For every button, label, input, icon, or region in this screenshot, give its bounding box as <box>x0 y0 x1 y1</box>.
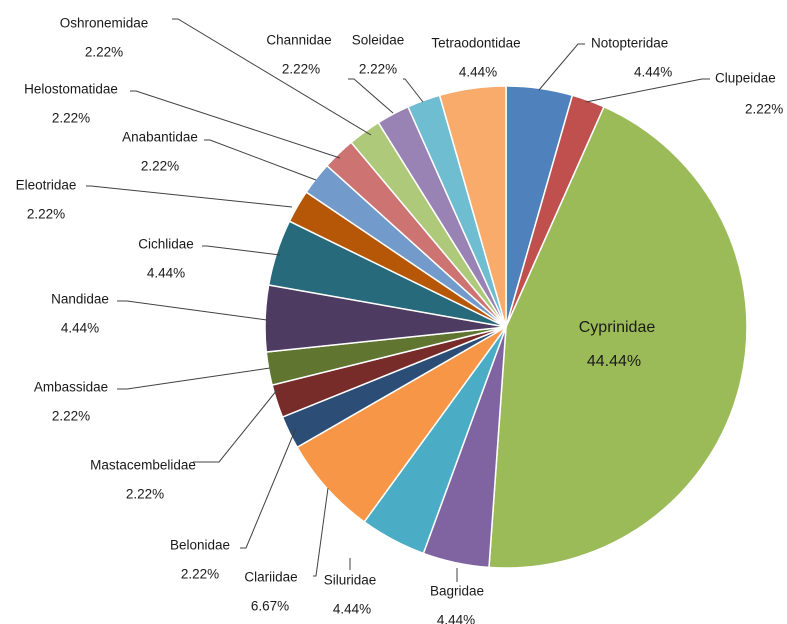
slice-label-belonidae: Belonidae <box>170 538 230 553</box>
pie-slices <box>264 85 748 569</box>
slice-label-siluridae: Siluridae <box>324 573 377 588</box>
slice-value-channidae: 2.22% <box>282 62 320 77</box>
leader-line-cichlidae <box>202 245 281 256</box>
leader-lines <box>86 18 710 582</box>
slice-value-mastacembelidae: 2.22% <box>126 487 164 502</box>
slice-label-ambassidae: Ambassidae <box>34 380 108 395</box>
slice-label-clariidae: Clariidae <box>244 570 297 585</box>
leader-line-nandidae <box>117 300 268 321</box>
slice-label-cichlidae: Cichlidae <box>138 237 194 252</box>
slice-label-eleotridae: Eleotridae <box>16 178 77 193</box>
slice-labels: Notopteridae 4.44% Clupeidae 2.22% Cyprinida… <box>16 16 784 624</box>
slice-label-bagridae: Bagridae <box>430 584 484 599</box>
slice-label-helostomatidae: Helostomatidae <box>24 82 118 97</box>
slice-label-tetraodontidae: Tetraodontidae <box>431 36 520 51</box>
leader-line-clupeidae <box>585 78 710 103</box>
slice-value-bagridae: 4.44% <box>437 613 475 624</box>
slice-value-soleidae: 2.22% <box>359 62 397 77</box>
leader-line-mastacembelidae <box>193 389 278 463</box>
slice-label-channidae: Channidae <box>266 33 331 48</box>
slice-value-eleotridae: 2.22% <box>27 207 65 222</box>
leader-line-soleidae <box>403 78 424 103</box>
slice-value-oshronemidae: 2.22% <box>85 45 123 60</box>
leader-line-channidae <box>348 78 394 114</box>
leader-line-helostomatidae <box>130 90 341 159</box>
leader-line-belonidae <box>240 427 297 549</box>
slice-value-belonidae: 2.22% <box>181 567 219 582</box>
slice-value-cichlidae: 4.44% <box>147 266 185 281</box>
slice-value-nandidae: 4.44% <box>61 321 99 336</box>
leader-line-eleotridae <box>86 185 293 208</box>
slice-value-helostomatidae: 2.22% <box>52 111 90 126</box>
slice-value-cyprinidae: 44.44% <box>587 353 641 370</box>
leader-line-anabantidae <box>204 139 317 181</box>
slice-label-cyprinidae: Cyprinidae <box>579 319 656 336</box>
slice-value-tetraodontidae: 4.44% <box>459 65 497 80</box>
slice-value-notopteridae: 4.44% <box>634 65 672 80</box>
slice-value-clariidae: 6.67% <box>251 599 289 614</box>
leader-line-notopteridae <box>538 43 585 91</box>
slice-label-notopteridae: Notopteridae <box>591 36 668 51</box>
slice-value-anabantidae: 2.22% <box>141 159 179 174</box>
leader-line-clariidae <box>313 487 329 577</box>
slice-value-siluridae: 4.44% <box>333 602 371 617</box>
pie-slice-cyprinidae <box>488 105 748 569</box>
pie-slice-tetraodontidae <box>438 85 507 328</box>
leader-line-ambassidae <box>117 367 271 390</box>
slice-label-soleidae: Soleidae <box>352 33 405 48</box>
slice-value-clupeidae: 2.22% <box>745 102 783 117</box>
slice-label-nandidae: Nandidae <box>51 292 109 307</box>
slice-value-ambassidae: 2.22% <box>52 409 90 424</box>
slice-label-oshronemidae: Oshronemidae <box>60 16 149 31</box>
slice-label-mastacembelidae: Mastacembelidae <box>90 458 196 473</box>
leader-line-oshronemidae <box>172 18 372 136</box>
slice-label-clupeidae: Clupeidae <box>715 71 776 86</box>
slice-label-anabantidae: Anabantidae <box>122 130 198 145</box>
